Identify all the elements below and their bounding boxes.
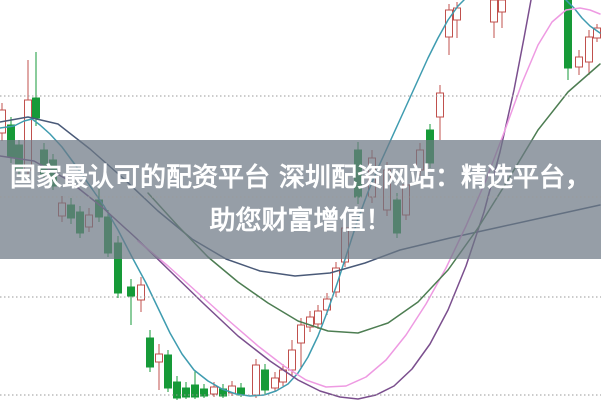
ma-short-teal [565, 0, 601, 34]
candle-body [271, 377, 279, 389]
candle-body [585, 36, 593, 63]
candle-body [288, 349, 296, 371]
candle-body [261, 369, 269, 391]
candle-body [155, 353, 163, 363]
candle-body [182, 387, 190, 398]
ma-pink [137, 7, 601, 388]
candle-body [297, 324, 305, 344]
candle-body [490, 0, 498, 23]
candle-body [306, 316, 314, 328]
candle-body [146, 337, 154, 368]
candle-body [210, 386, 218, 395]
candle-body [200, 388, 208, 397]
candle-body [164, 354, 172, 389]
candle-body [332, 267, 340, 293]
candle-body [252, 364, 260, 396]
candle-body [173, 381, 181, 399]
candle-body [575, 56, 583, 68]
gridlines-layer [0, 95, 601, 396]
candle-body [314, 310, 322, 325]
promo-banner-backdrop [0, 140, 601, 259]
candle-body [564, 0, 572, 69]
candle-body [498, 0, 506, 13]
candle-body [436, 92, 444, 118]
candle-body [137, 284, 145, 301]
candle-body [127, 286, 135, 297]
candle-body [191, 384, 199, 398]
candle-body [32, 97, 40, 119]
